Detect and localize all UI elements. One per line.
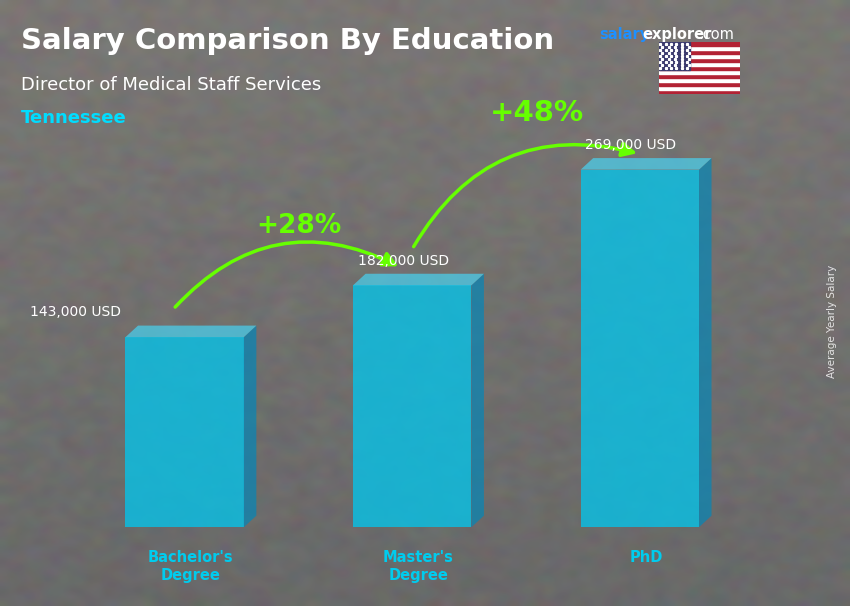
Text: salary: salary bbox=[599, 27, 649, 42]
Bar bbox=[659, 42, 740, 47]
Polygon shape bbox=[699, 158, 711, 527]
Bar bbox=[659, 90, 740, 94]
Bar bbox=[659, 70, 740, 74]
Text: 182,000 USD: 182,000 USD bbox=[358, 253, 449, 268]
Polygon shape bbox=[353, 274, 484, 285]
Polygon shape bbox=[353, 285, 472, 527]
Text: +28%: +28% bbox=[256, 213, 341, 239]
Polygon shape bbox=[581, 158, 711, 170]
Polygon shape bbox=[581, 170, 699, 527]
Text: 143,000 USD: 143,000 USD bbox=[30, 305, 121, 319]
Text: Bachelor's
Degree: Bachelor's Degree bbox=[148, 550, 234, 584]
Text: 269,000 USD: 269,000 USD bbox=[585, 138, 677, 152]
Text: explorer: explorer bbox=[643, 27, 712, 42]
Bar bbox=[659, 66, 740, 70]
Polygon shape bbox=[126, 337, 244, 527]
Bar bbox=[659, 47, 740, 50]
Bar bbox=[659, 50, 740, 55]
Polygon shape bbox=[472, 274, 484, 527]
Text: Average Yearly Salary: Average Yearly Salary bbox=[827, 265, 837, 378]
Bar bbox=[659, 55, 740, 58]
Text: Master's
Degree: Master's Degree bbox=[383, 550, 454, 584]
Bar bbox=[659, 62, 740, 66]
Text: PhD: PhD bbox=[629, 550, 663, 565]
Text: .com: .com bbox=[699, 27, 734, 42]
Polygon shape bbox=[126, 325, 257, 337]
Bar bbox=[659, 74, 740, 78]
Text: +48%: +48% bbox=[490, 99, 585, 127]
Text: Director of Medical Staff Services: Director of Medical Staff Services bbox=[21, 76, 321, 94]
Bar bbox=[659, 58, 740, 62]
Text: Tennessee: Tennessee bbox=[21, 109, 127, 127]
Bar bbox=[659, 78, 740, 82]
Polygon shape bbox=[244, 325, 257, 527]
Text: Salary Comparison By Education: Salary Comparison By Education bbox=[21, 27, 554, 55]
Bar bbox=[659, 82, 740, 86]
Bar bbox=[659, 42, 690, 70]
Bar bbox=[659, 86, 740, 90]
